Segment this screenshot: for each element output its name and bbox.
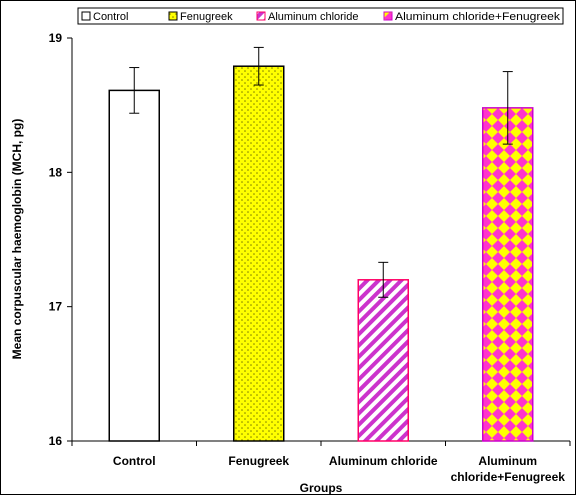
x-tick-label-aluminum-chloride-fenugreek-line-2: chloride+Fenugreek <box>451 470 566 484</box>
legend-label-fenugreek: Fenugreek <box>180 11 233 23</box>
bar-aluminum-chloride <box>357 279 409 442</box>
y-tick-label-19: 19 <box>49 31 63 45</box>
x-tick-label-control: Control <box>113 454 156 468</box>
legend: Control Fenugreek Aluminum chloride Alum… <box>77 7 564 25</box>
legend-box <box>77 7 564 25</box>
bar-control <box>108 89 160 442</box>
legend-swatch-fenugreek <box>168 11 178 21</box>
bars <box>108 46 534 442</box>
legend-item-control: Control <box>81 11 128 23</box>
y-ticks: 16 17 18 19 <box>49 31 72 448</box>
legend-item-aluminum-chloride-fenugreek: Aluminum chloride+Fenugreek <box>383 11 561 23</box>
legend-swatch-aluminum-chloride-fenugreek <box>383 11 393 21</box>
y-tick-label-16: 16 <box>49 434 63 448</box>
x-tick-label-aluminum-chloride: Aluminum chloride <box>329 454 438 468</box>
y-axis-title: Mean corpuscular haemoglobin (MCH, pg) <box>10 119 24 360</box>
bar-aluminum-chloride-fenugreek <box>482 107 534 442</box>
y-tick-label-17: 17 <box>49 300 63 314</box>
y-tick-label-18: 18 <box>49 165 63 179</box>
legend-swatch-aluminum-chloride <box>256 11 266 21</box>
x-axis-title: Groups <box>300 481 343 495</box>
legend-label-control: Control <box>93 11 128 23</box>
x-tick-label-fenugreek: Fenugreek <box>228 454 289 468</box>
x-tick-label-aluminum-chloride-fenugreek-line-1: Aluminum <box>478 454 537 468</box>
legend-item-aluminum-chloride: Aluminum chloride <box>256 11 358 23</box>
bar-fenugreek <box>233 65 285 442</box>
legend-swatch-control <box>81 11 91 21</box>
legend-label-aluminum-chloride-fenugreek: Aluminum chloride+Fenugreek <box>395 11 561 23</box>
legend-label-aluminum-chloride: Aluminum chloride <box>268 11 358 23</box>
legend-item-fenugreek: Fenugreek <box>168 11 233 23</box>
x-ticks: Control Fenugreek Aluminum chloride Aluminu… <box>71 441 571 484</box>
